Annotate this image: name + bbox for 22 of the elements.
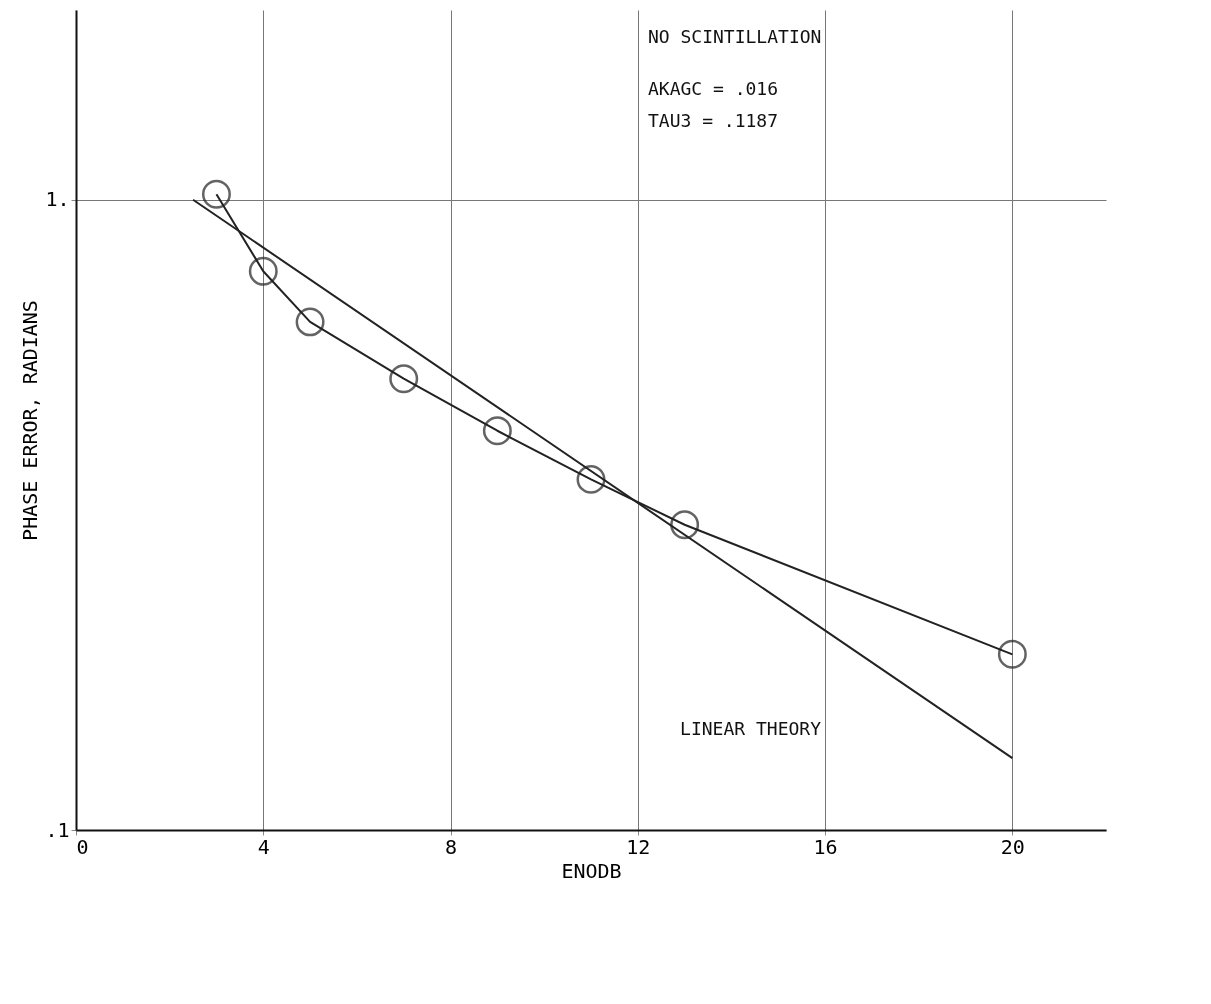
point	[295, 307, 325, 337]
x-tick-label: 20	[1000, 834, 1025, 859]
point	[576, 464, 606, 494]
y-tick-label: 1.	[45, 187, 70, 212]
annotation: NO SCINTILLATION	[648, 26, 822, 47]
x-tick-label: 16	[813, 834, 838, 859]
annotation: TAU3 = .1187	[648, 110, 779, 131]
point	[997, 639, 1027, 669]
y-axis-title: PHASE ERROR, RADIANS	[18, 300, 43, 541]
point	[201, 179, 231, 209]
y-tick-label: .1	[45, 817, 70, 842]
x-tick-label: 4	[257, 834, 270, 859]
x-tick-label: 0	[76, 834, 89, 859]
annotation: AKAGC = .016	[648, 78, 779, 99]
point	[248, 256, 278, 286]
x-axis-title: ENODB	[561, 858, 622, 883]
annotation: LINEAR THEORY	[680, 718, 822, 739]
x-tick-label: 12	[626, 834, 651, 859]
point	[670, 510, 700, 540]
point	[482, 416, 512, 446]
x-tick-label: 8	[445, 834, 458, 859]
point	[389, 364, 419, 394]
